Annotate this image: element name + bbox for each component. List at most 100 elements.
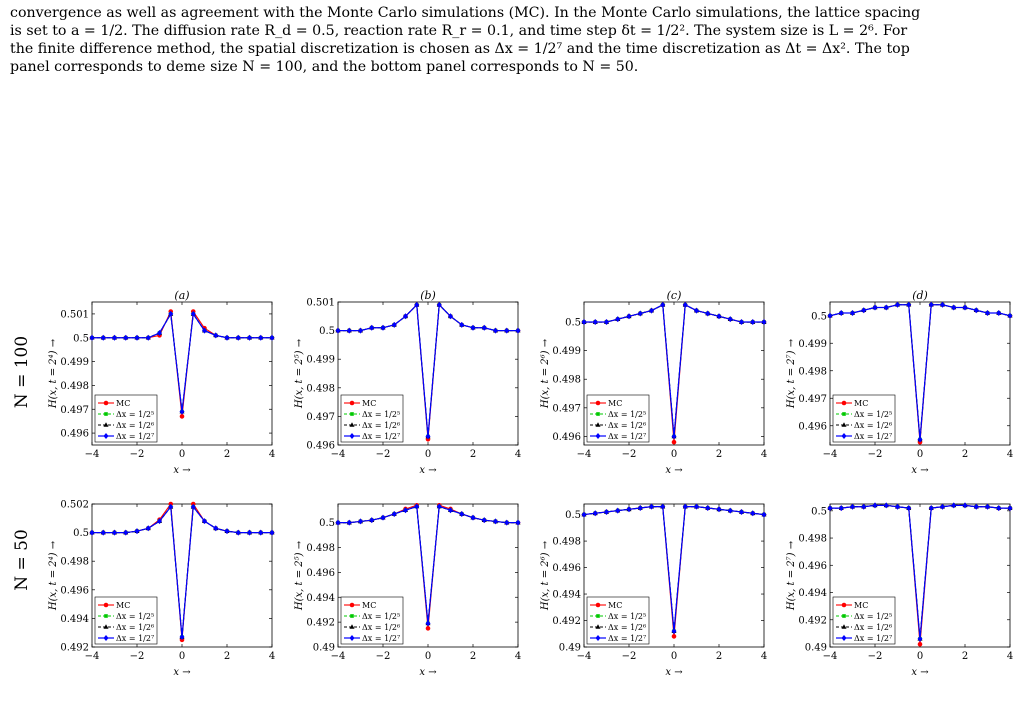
chart-panel: −4 −2 0 2 4 0.496 0.497 0.498 0.499 0.5 x → H(x, t … [540,289,767,476]
panel-title: (c) [667,289,682,302]
data-point [595,635,601,641]
data-point [739,319,744,326]
data-point [649,307,654,314]
x-tick-label: 0 [179,651,185,662]
data-point [694,503,699,510]
data-point [414,301,420,308]
x-axis-label: x → [911,667,929,678]
y-axis-label: H(x, t = 2⁴) → [48,338,59,409]
x-tick-label: 0 [671,449,677,460]
data-point [682,503,688,510]
data-point [906,505,912,512]
data-point [235,334,241,341]
data-point [269,334,275,341]
legend-label: Δx = 1/2⁶ [854,623,892,632]
data-point [962,304,968,311]
y-tick-label: 0.496 [798,561,827,572]
data-point [224,334,230,341]
data-point [224,528,230,535]
data-point [202,518,207,525]
data-point [906,301,912,308]
data-point [448,313,453,320]
data-point [727,316,733,323]
x-axis-label: x → [911,465,929,476]
data-point [470,324,476,331]
y-tick-label: 0.498 [798,366,827,377]
data-point [850,503,855,510]
data-point [842,614,846,618]
data-point [637,310,643,317]
data-point [258,529,264,536]
chart-panel: −4 −2 0 2 4 0.496 0.497 0.498 0.499 0.5 x → H(x, t … [786,289,1013,476]
data-point [123,334,129,341]
x-tick-label: −4 [331,651,346,662]
data-point [436,503,442,510]
data-point [157,329,162,336]
data-point [592,510,598,517]
data-point [391,510,397,517]
y-tick-label: 0.498 [798,534,827,545]
data-point [112,529,117,536]
data-point [213,332,219,339]
data-point [103,624,109,629]
data-point [350,412,354,416]
data-point [391,321,397,328]
data-point [841,602,847,608]
data-point [671,439,677,445]
y-axis-label: H(x, t = 2⁴) → [48,540,59,611]
data-point [716,506,722,513]
legend-label: Δx = 1/2⁵ [608,410,646,419]
data-point [179,633,185,640]
data-point [985,310,990,316]
data-point [403,507,408,514]
data-point [349,635,355,641]
data-point [872,502,878,509]
data-point [103,635,109,641]
data-point [190,503,196,510]
data-point [515,519,521,526]
data-point [626,313,632,320]
data-point [660,301,666,308]
data-point [481,324,487,331]
data-point [403,313,408,320]
legend-label: Δx = 1/2⁵ [854,410,892,419]
data-point [350,614,354,618]
legend-label: Δx = 1/2⁷ [854,432,892,441]
y-tick-label: 0.5 [73,528,89,539]
x-axis-label: x → [665,667,683,678]
panel-title: (b) [420,289,436,302]
data-point [369,517,375,524]
legend-label: Δx = 1/2⁷ [608,634,646,643]
x-tick-label: 4 [1007,651,1013,662]
data-point [996,505,1002,512]
y-tick-label: 0.494 [60,614,89,625]
data-point [739,508,744,515]
y-tick-label: 0.498 [306,383,335,394]
data-point [104,412,108,416]
data-point [459,321,465,328]
data-point [626,506,632,513]
y-tick-label: 0.49 [805,643,827,654]
data-point [335,519,341,526]
panel-title: (d) [912,289,928,302]
legend-label: MC [362,601,376,610]
y-tick-label: 0.5 [565,318,581,329]
data-point [705,310,711,317]
row-label-bottom: N = 50 [12,529,32,591]
x-tick-label: 4 [269,651,275,662]
legend-label: Δx = 1/2⁷ [116,634,154,643]
data-point [425,433,431,440]
x-tick-label: −2 [376,651,391,662]
data-point [504,519,510,526]
data-point [581,319,587,326]
data-point [258,334,264,341]
y-axis-label: H(x, t = 2⁶) → [540,338,551,409]
data-point [827,505,833,512]
chart-panel: −4 −2 0 2 4 0.492 0.494 0.496 0.498 0.5 0.502 x → H(… [48,500,275,679]
legend-label: Δx = 1/2⁷ [608,432,646,441]
y-axis-label: H(x, t = 2⁵) → [294,540,305,611]
data-point [973,307,979,314]
data-point [103,400,109,406]
data-point [145,525,151,532]
